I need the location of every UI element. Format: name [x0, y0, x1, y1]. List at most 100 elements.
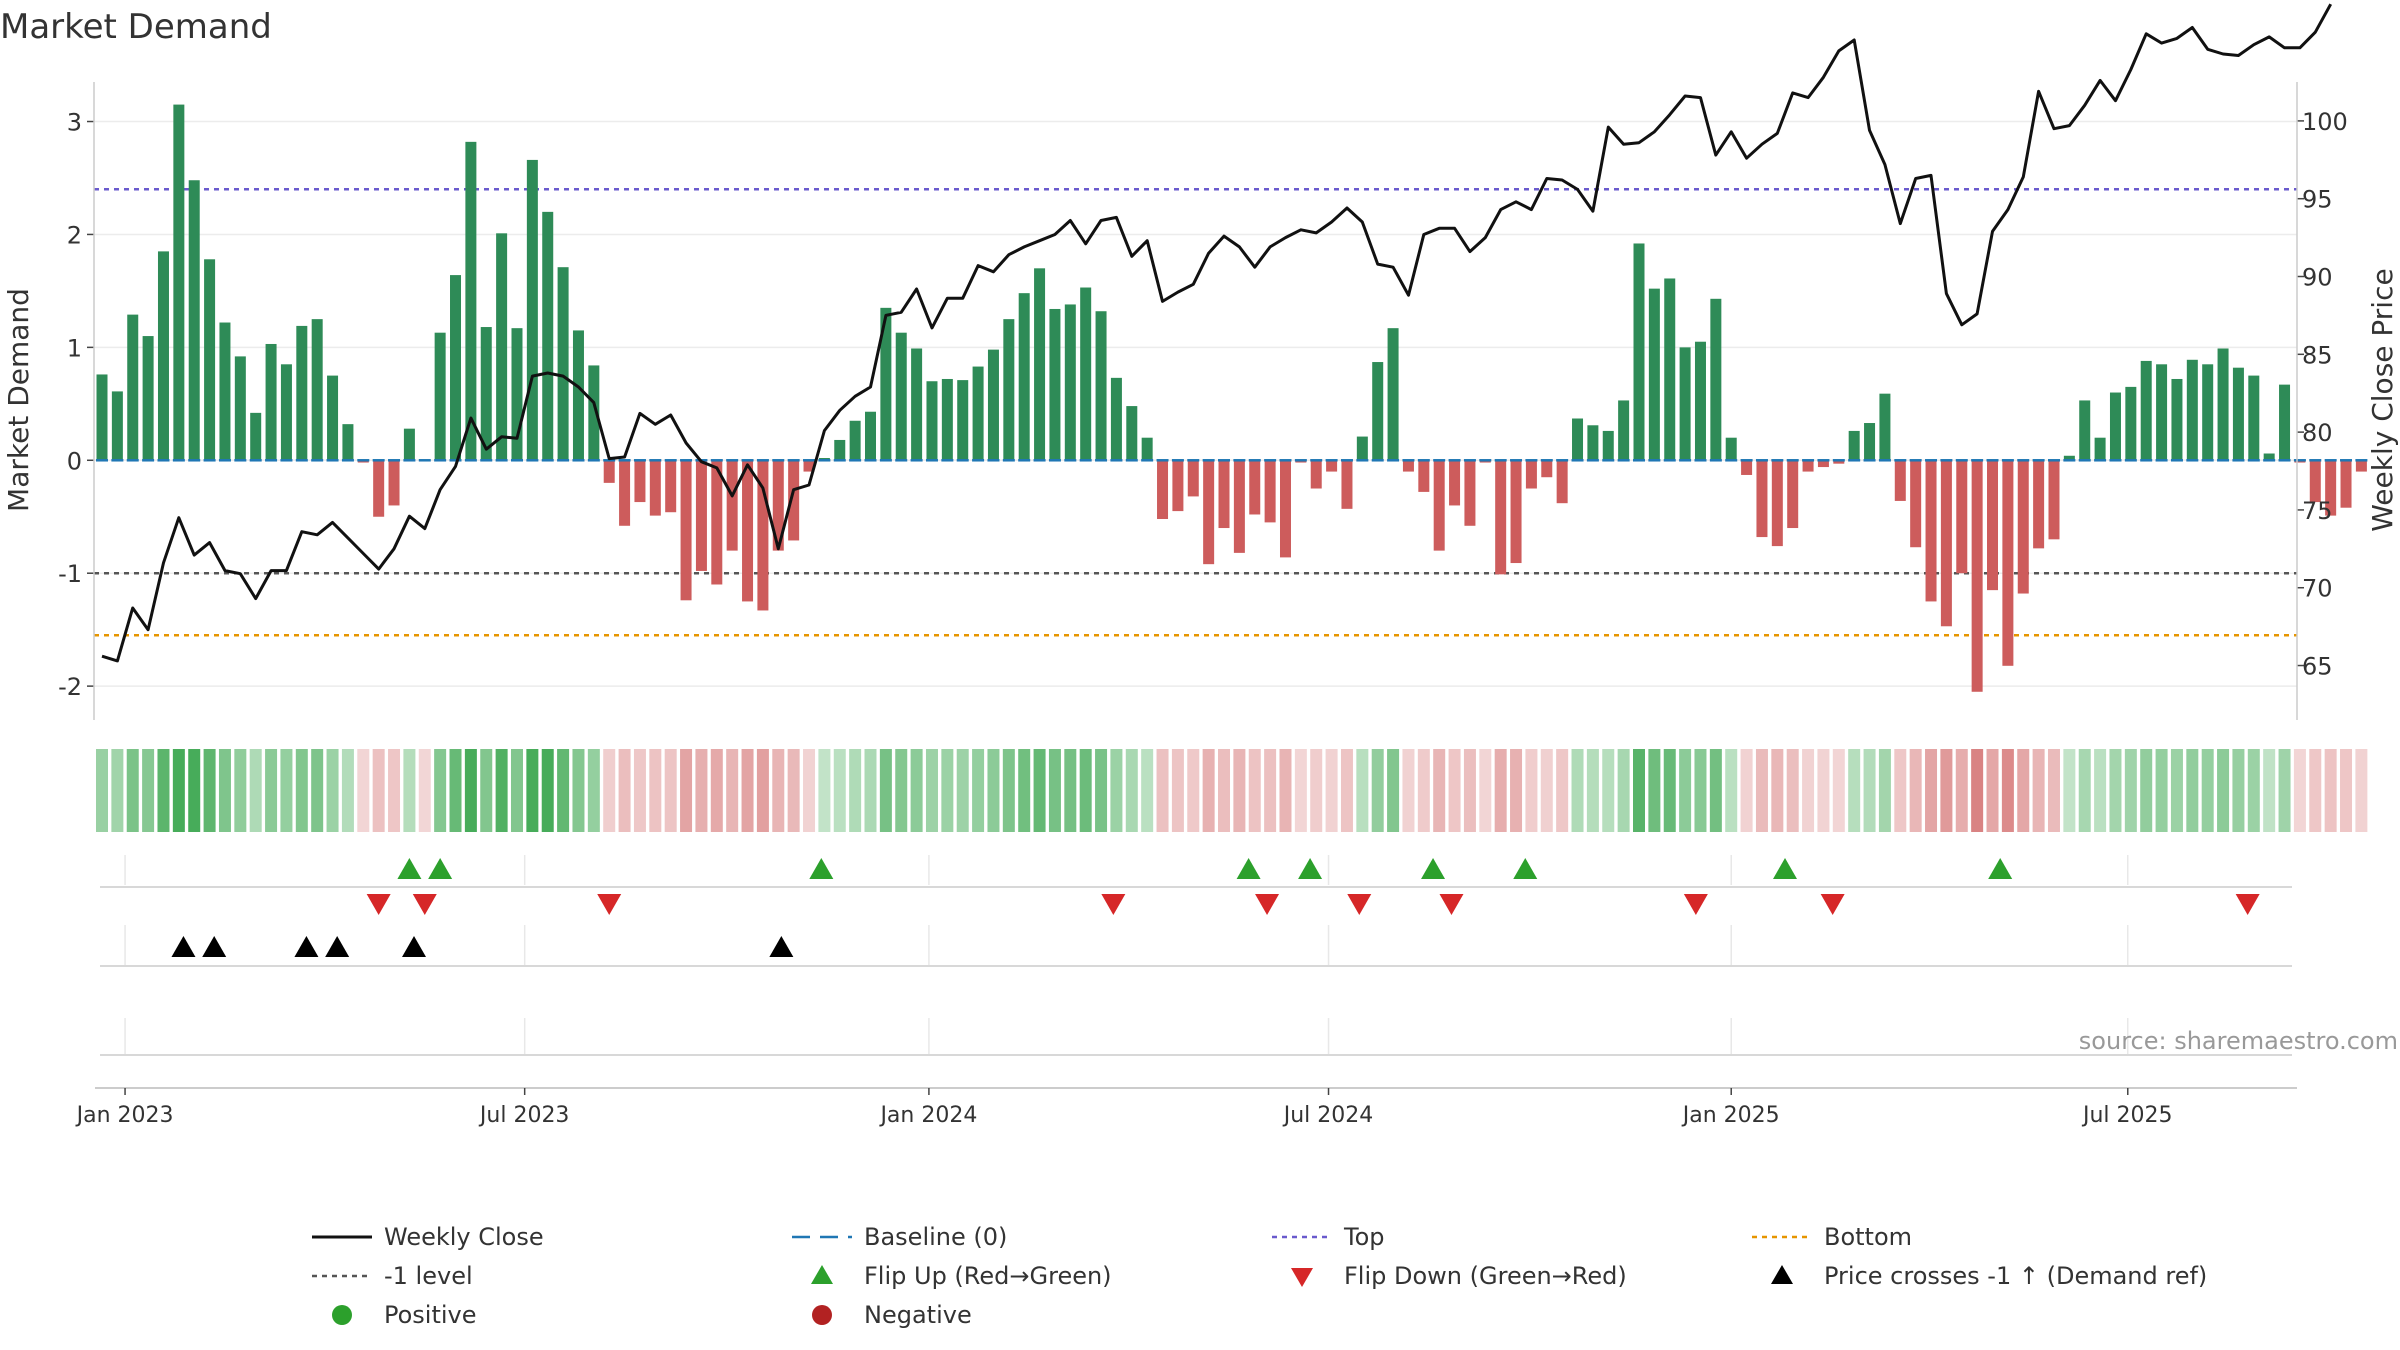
price-cross-marker — [769, 936, 794, 957]
heat-cell — [2355, 749, 2368, 832]
flip-down-marker — [1347, 894, 1372, 915]
heat-cell — [2047, 749, 2060, 832]
flip-down-marker — [1439, 894, 1464, 915]
heat-cell — [803, 749, 816, 832]
heat-cell — [649, 749, 662, 832]
heat-cell — [2078, 749, 2091, 832]
demand-bar-negative — [1833, 460, 1845, 464]
heat-cell — [326, 749, 339, 832]
right-tick-label: 70 — [2302, 575, 2333, 603]
demand-bar-positive — [465, 141, 477, 461]
demand-bar-positive — [1879, 393, 1891, 461]
demand-bar-positive — [2202, 364, 2214, 461]
heat-cell — [818, 749, 831, 832]
demand-bar-negative — [742, 460, 754, 602]
demand-bar-negative — [1157, 460, 1169, 520]
demand-bar-negative — [634, 460, 646, 503]
demand-bar-positive — [2263, 453, 2275, 461]
legend-label: Flip Down (Green→Red) — [1344, 1262, 1627, 1290]
heat-cell — [418, 749, 431, 832]
heat-cell — [895, 749, 908, 832]
demand-heat-strip — [96, 749, 2368, 832]
heat-cell — [157, 749, 170, 832]
demand-bar-negative — [2033, 460, 2045, 549]
heat-cell — [188, 749, 201, 832]
heat-cell — [1556, 749, 1569, 832]
heat-cell — [1233, 749, 1246, 832]
x-tick-label: Jul 2024 — [1282, 1103, 1374, 1128]
heat-cell — [633, 749, 646, 832]
demand-bar-positive — [511, 328, 523, 461]
heat-cell — [1863, 749, 1876, 832]
heat-cell — [1048, 749, 1061, 832]
heat-cell — [1848, 749, 1861, 832]
heat-cell — [1371, 749, 1384, 832]
demand-bar-negative — [1172, 460, 1184, 512]
price-cross-marker — [294, 936, 319, 957]
heat-cell — [1786, 749, 1799, 832]
legend-label: Bottom — [1824, 1223, 1912, 1251]
demand-bar-negative — [1449, 460, 1461, 506]
heat-cell — [1156, 749, 1169, 832]
heat-cell — [1709, 749, 1722, 832]
flip-down-marker — [366, 894, 391, 915]
heat-cell — [1771, 749, 1784, 832]
legend-flip-up-swatch — [811, 1265, 833, 1284]
heat-cell — [1433, 749, 1446, 832]
demand-bar-negative — [2048, 460, 2060, 540]
heat-cell — [1248, 749, 1261, 832]
heat-cell — [1018, 749, 1031, 832]
demand-bar-negative — [1987, 460, 1999, 591]
heat-cell — [1079, 749, 1092, 832]
flip-down-marker — [1101, 894, 1126, 915]
heat-cell — [941, 749, 954, 832]
heat-cell — [664, 749, 677, 832]
demand-bar-positive — [1710, 298, 1722, 461]
demand-bar-negative — [803, 460, 815, 472]
demand-bar-positive — [1848, 430, 1860, 461]
demand-bar-negative — [1525, 460, 1537, 489]
grid-lines — [94, 120, 2297, 687]
demand-bar-positive — [865, 411, 876, 461]
heat-cell — [833, 749, 846, 832]
reference-lines — [94, 188, 2297, 637]
heat-cell — [1417, 749, 1430, 832]
heat-cell — [695, 749, 708, 832]
demand-bar-positive — [957, 380, 969, 461]
demand-bar-negative — [1741, 460, 1753, 475]
heat-cell — [1064, 749, 1077, 832]
heat-cell — [756, 749, 769, 832]
demand-bar-negative — [1956, 460, 1968, 574]
heat-cell — [864, 749, 877, 832]
demand-bar-negative — [1971, 460, 1983, 692]
weekly-close-polyline — [101, 3, 2333, 663]
demand-bar-positive — [1080, 287, 1092, 461]
demand-bar-positive — [1633, 243, 1645, 461]
left-axis-label: Market Demand — [2, 288, 35, 512]
heat-cell — [96, 749, 108, 832]
legend-label: Price crosses -1 ↑ (Demand ref) — [1824, 1262, 2207, 1290]
legend-label: Weekly Close — [384, 1223, 544, 1251]
heat-cell — [126, 749, 139, 832]
demand-bar-positive — [972, 366, 984, 461]
heat-cell — [1955, 749, 1968, 832]
demand-bar-positive — [96, 374, 108, 461]
heat-cell — [203, 749, 216, 832]
demand-bar-positive — [1372, 362, 1384, 461]
demand-bar-negative — [1402, 460, 1414, 472]
heat-cell — [1402, 749, 1415, 832]
left-tick-label: 0 — [67, 447, 82, 475]
demand-bar-negative — [2340, 460, 2352, 508]
heat-cell — [1264, 749, 1277, 832]
heat-cell — [172, 749, 185, 832]
flip-down-marker — [1820, 894, 1845, 915]
demand-bar-negative — [1433, 460, 1445, 551]
heat-cell — [2217, 749, 2230, 832]
left-tick-label: -2 — [58, 673, 82, 701]
heat-cell — [1510, 749, 1523, 832]
demand-bar-negative — [1802, 460, 1814, 472]
heat-cell — [987, 749, 1000, 832]
demand-bar-negative — [1541, 460, 1553, 478]
demand-bar-positive — [1602, 430, 1614, 461]
